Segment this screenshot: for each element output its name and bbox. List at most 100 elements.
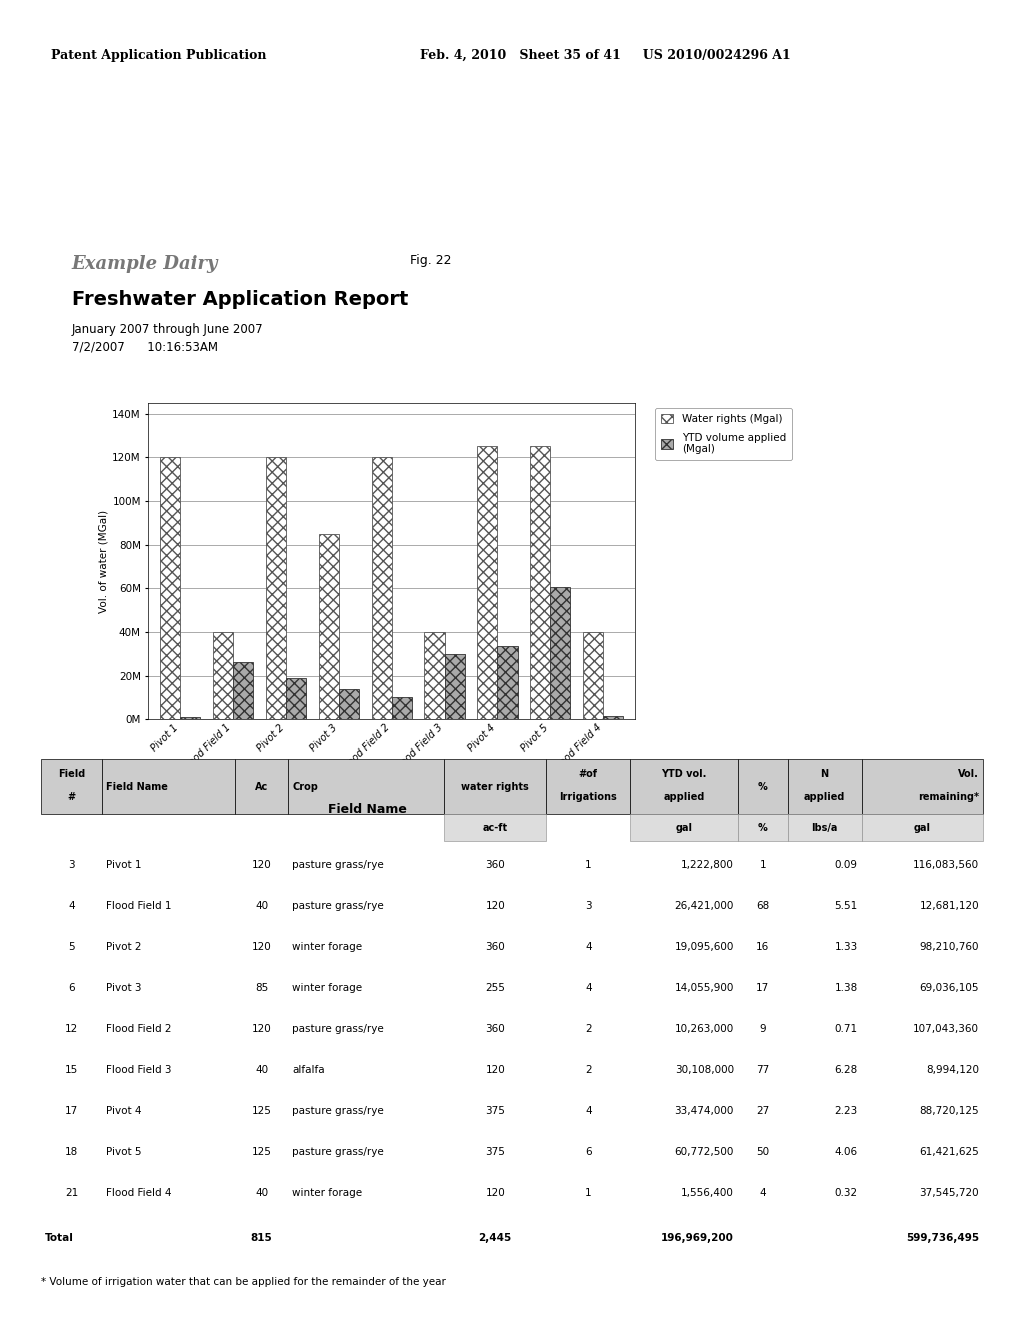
Text: 0.71: 0.71 bbox=[835, 1024, 857, 1034]
Text: 19,095,600: 19,095,600 bbox=[675, 942, 734, 952]
Text: 33,474,000: 33,474,000 bbox=[675, 1106, 734, 1115]
Text: 40: 40 bbox=[255, 1065, 268, 1074]
Text: pasture grass/rye: pasture grass/rye bbox=[293, 1106, 384, 1115]
Text: Freshwater Application Report: Freshwater Application Report bbox=[72, 290, 408, 309]
Bar bbox=[583, 632, 603, 719]
Text: 16: 16 bbox=[756, 942, 769, 952]
Text: #of: #of bbox=[579, 768, 598, 779]
Text: ac-ft: ac-ft bbox=[482, 822, 508, 833]
Text: pasture grass/rye: pasture grass/rye bbox=[293, 1024, 384, 1034]
Text: Pivot 3: Pivot 3 bbox=[106, 983, 141, 993]
Text: Flood Field 3: Flood Field 3 bbox=[106, 1065, 172, 1074]
Text: 88,720,125: 88,720,125 bbox=[920, 1106, 979, 1115]
Bar bbox=[160, 457, 180, 719]
Text: 9: 9 bbox=[760, 1024, 766, 1034]
Bar bbox=[603, 715, 624, 719]
Bar bbox=[477, 446, 498, 719]
Text: lbs/a: lbs/a bbox=[811, 822, 838, 833]
Text: 1: 1 bbox=[585, 1188, 592, 1197]
Y-axis label: Vol. of water (MGal): Vol. of water (MGal) bbox=[98, 510, 109, 612]
Text: %: % bbox=[758, 781, 768, 792]
Text: 7/2/2007      10:16:53AM: 7/2/2007 10:16:53AM bbox=[72, 341, 218, 354]
Text: 0.32: 0.32 bbox=[835, 1188, 857, 1197]
Text: Total: Total bbox=[45, 1233, 74, 1242]
Text: winter forage: winter forage bbox=[293, 1188, 362, 1197]
Text: Patent Application Publication: Patent Application Publication bbox=[51, 49, 266, 62]
Text: 196,969,200: 196,969,200 bbox=[662, 1233, 734, 1242]
Text: 4.06: 4.06 bbox=[835, 1147, 857, 1156]
Text: 4: 4 bbox=[585, 983, 592, 993]
Text: Irrigations: Irrigations bbox=[559, 792, 617, 803]
Text: 375: 375 bbox=[485, 1106, 505, 1115]
Text: 17: 17 bbox=[756, 983, 769, 993]
Text: gal: gal bbox=[676, 822, 692, 833]
Text: Fig. 22: Fig. 22 bbox=[410, 253, 452, 267]
Text: 6.28: 6.28 bbox=[835, 1065, 857, 1074]
Text: 116,083,560: 116,083,560 bbox=[912, 861, 979, 870]
Text: 40: 40 bbox=[255, 1188, 268, 1197]
Bar bbox=[318, 533, 339, 719]
Text: applied: applied bbox=[664, 792, 705, 803]
Text: 1: 1 bbox=[760, 861, 766, 870]
Text: 1: 1 bbox=[585, 861, 592, 870]
Text: Crop: Crop bbox=[293, 781, 318, 792]
Text: 68: 68 bbox=[756, 902, 769, 911]
Text: 0.09: 0.09 bbox=[835, 861, 857, 870]
Text: 77: 77 bbox=[756, 1065, 769, 1074]
Text: 2.23: 2.23 bbox=[835, 1106, 857, 1115]
Bar bbox=[286, 677, 306, 719]
Text: 6: 6 bbox=[585, 1147, 592, 1156]
Bar bbox=[233, 661, 253, 719]
Text: Vol.: Vol. bbox=[958, 768, 979, 779]
Text: 3: 3 bbox=[585, 902, 592, 911]
Bar bbox=[425, 632, 444, 719]
Text: Example Dairy: Example Dairy bbox=[72, 255, 218, 273]
Text: 125: 125 bbox=[252, 1106, 271, 1115]
Text: winter forage: winter forage bbox=[293, 983, 362, 993]
Text: 61,421,625: 61,421,625 bbox=[920, 1147, 979, 1156]
Bar bbox=[339, 689, 358, 719]
Text: 37,545,720: 37,545,720 bbox=[920, 1188, 979, 1197]
Bar bbox=[498, 647, 517, 719]
Text: Flood Field 2: Flood Field 2 bbox=[106, 1024, 172, 1034]
Text: Field: Field bbox=[58, 768, 85, 779]
Text: 5: 5 bbox=[69, 942, 75, 952]
Text: Flood Field 1: Flood Field 1 bbox=[106, 902, 172, 911]
Text: 21: 21 bbox=[65, 1188, 78, 1197]
Legend: Water rights (Mgal), YTD volume applied
(Mgal): Water rights (Mgal), YTD volume applied … bbox=[654, 408, 793, 461]
Text: 6: 6 bbox=[69, 983, 75, 993]
Text: Ac: Ac bbox=[255, 781, 268, 792]
Text: 98,210,760: 98,210,760 bbox=[920, 942, 979, 952]
Text: applied: applied bbox=[804, 792, 846, 803]
Text: 1.33: 1.33 bbox=[835, 942, 857, 952]
Text: 120: 120 bbox=[485, 1188, 505, 1197]
Text: 360: 360 bbox=[485, 942, 505, 952]
Text: 1,222,800: 1,222,800 bbox=[681, 861, 734, 870]
Text: 5.51: 5.51 bbox=[835, 902, 857, 911]
Text: 69,036,105: 69,036,105 bbox=[920, 983, 979, 993]
Text: 2: 2 bbox=[585, 1024, 592, 1034]
Text: Field Name: Field Name bbox=[328, 803, 407, 816]
Text: alfalfa: alfalfa bbox=[293, 1065, 325, 1074]
Text: 15: 15 bbox=[65, 1065, 78, 1074]
Bar bbox=[180, 717, 201, 719]
Text: 4: 4 bbox=[585, 1106, 592, 1115]
Text: 3: 3 bbox=[69, 861, 75, 870]
Text: 2: 2 bbox=[585, 1065, 592, 1074]
Text: 60,772,500: 60,772,500 bbox=[675, 1147, 734, 1156]
Text: 120: 120 bbox=[252, 861, 271, 870]
Text: 12,681,120: 12,681,120 bbox=[920, 902, 979, 911]
Text: Pivot 5: Pivot 5 bbox=[106, 1147, 141, 1156]
Text: N: N bbox=[820, 768, 828, 779]
Bar bbox=[213, 632, 233, 719]
Bar bbox=[444, 653, 465, 719]
Text: 360: 360 bbox=[485, 1024, 505, 1034]
Text: remaining*: remaining* bbox=[918, 792, 979, 803]
Text: 4: 4 bbox=[69, 902, 75, 911]
Text: 4: 4 bbox=[760, 1188, 766, 1197]
Text: 120: 120 bbox=[252, 1024, 271, 1034]
Text: 120: 120 bbox=[252, 942, 271, 952]
Text: 8,994,120: 8,994,120 bbox=[926, 1065, 979, 1074]
Text: 255: 255 bbox=[485, 983, 505, 993]
Text: 120: 120 bbox=[485, 902, 505, 911]
